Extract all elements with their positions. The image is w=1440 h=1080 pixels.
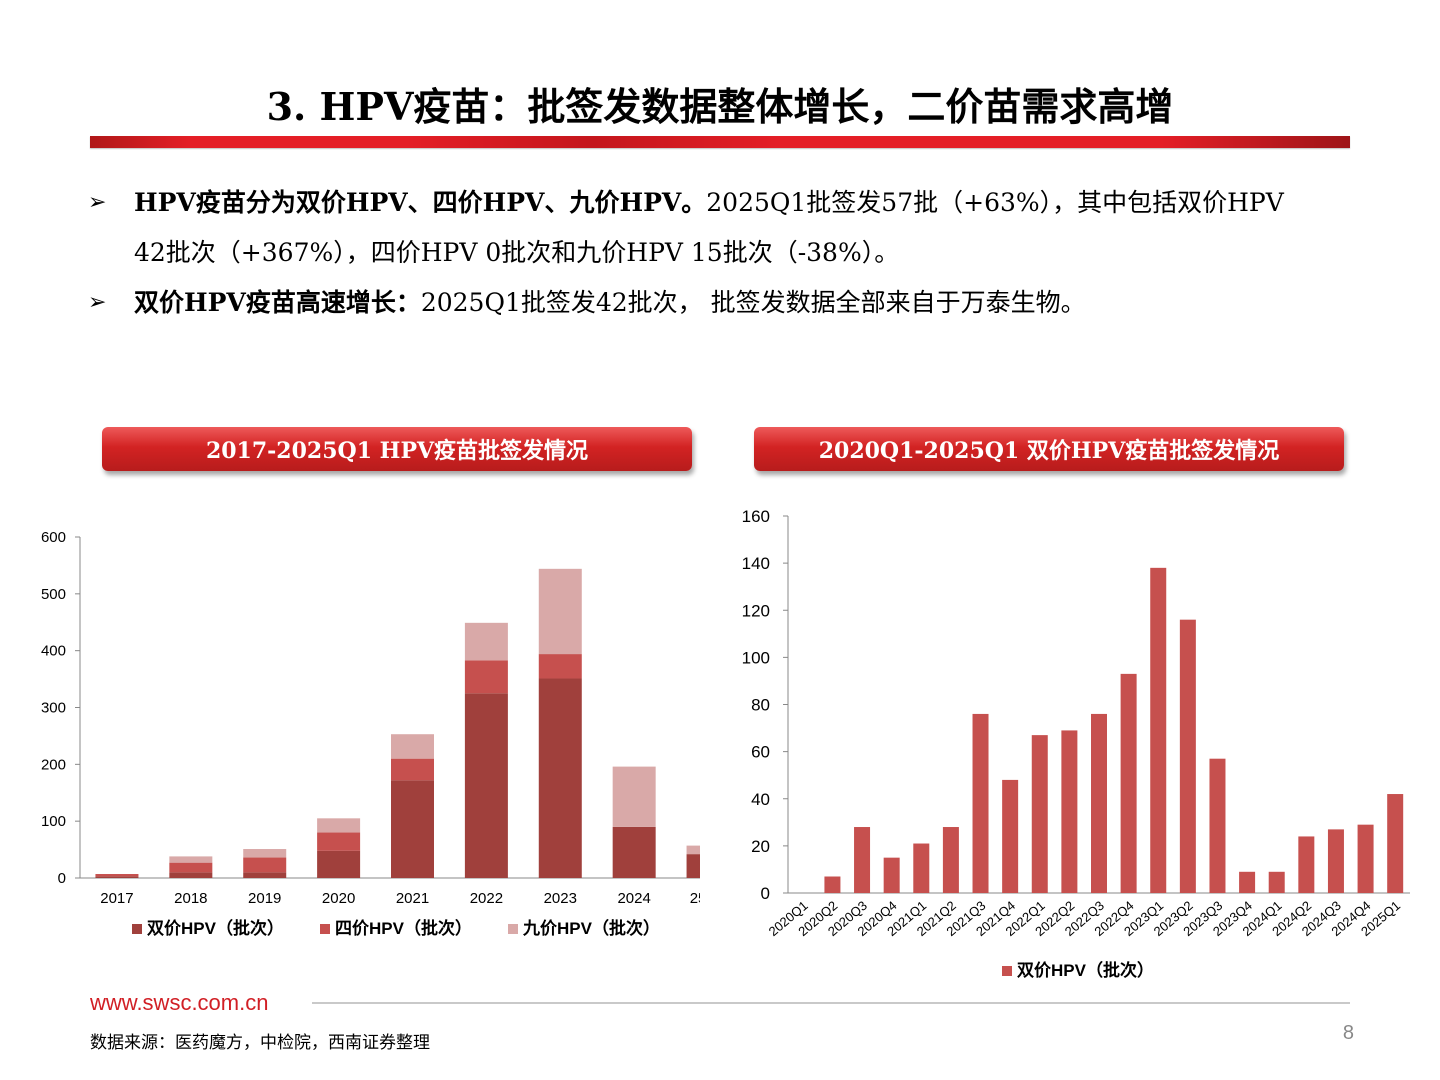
legend-label: 四价HPV（批次） — [335, 918, 472, 938]
x-tick-label: 25Q1 — [690, 890, 700, 907]
y-tick-label: 140 — [742, 554, 770, 573]
legend-swatch — [320, 924, 330, 934]
y-tick-label: 120 — [742, 601, 770, 620]
bar — [1002, 779, 1019, 893]
bar — [883, 857, 900, 893]
y-tick-label: 100 — [742, 648, 770, 667]
bar — [1061, 730, 1078, 893]
bar-segment — [464, 693, 508, 878]
bullet-bold-text: HPV疫苗分为双价HPV、四价HPV、九价HPV。 — [134, 188, 707, 217]
y-tick-label: 300 — [41, 700, 66, 717]
y-tick-label: 200 — [41, 756, 66, 773]
y-tick-label: 60 — [751, 743, 770, 762]
legend-swatch — [1002, 966, 1012, 976]
bar-segment — [317, 832, 361, 851]
x-tick-label: 2017 — [100, 890, 133, 907]
bar-segment — [391, 734, 434, 759]
bullet-text: 2025Q1批签发42批次， 批签发数据全部来自于万泰生物。 — [420, 288, 1086, 317]
bar — [824, 876, 841, 893]
bar-segment — [464, 660, 508, 694]
legend-label: 双价HPV（批次） — [147, 918, 284, 938]
bar — [1091, 713, 1107, 893]
chart1-header: 2017-2025Q1 HPV疫苗批签发情况 — [102, 427, 692, 471]
y-tick-label: 400 — [41, 643, 66, 660]
bullet-item: ➢ 双价HPV疫苗高速增长：2025Q1批签发42批次， 批签发数据全部来自于万… — [88, 278, 1368, 328]
y-tick-label: 0 — [58, 870, 66, 887]
bar — [1209, 758, 1226, 893]
arrow-bullet-icon: ➢ — [88, 190, 107, 215]
bar-segment — [317, 818, 361, 833]
data-source: 数据来源：医药魔方，中检院，西南证券整理 — [90, 1033, 430, 1053]
bar — [942, 827, 959, 893]
stacked-bar-chart: 0 100 200 300 400 500 600 2017 2018 2019 2020 2021 2… — [41, 529, 700, 938]
bar-segment — [243, 849, 287, 858]
bar-segment — [243, 857, 287, 873]
bullet-list: ➢ HPV疫苗分为双价HPV、四价HPV、九价HPV。2025Q1批签发57批（… — [88, 178, 1368, 328]
bar-segment — [538, 678, 582, 878]
bar-segment — [169, 872, 213, 878]
bar-segment — [391, 780, 434, 878]
bar-segment — [612, 766, 656, 827]
bar-segment — [538, 654, 582, 679]
bar — [1327, 829, 1344, 893]
bar — [1268, 871, 1285, 893]
bar — [1357, 824, 1374, 893]
bar-segment — [464, 622, 508, 661]
legend-label: 九价HPV（批次） — [522, 918, 660, 938]
bar-segment — [169, 862, 213, 873]
bar-segment — [538, 568, 582, 655]
bar-segment — [243, 872, 287, 878]
x-tick-label: 2018 — [174, 890, 207, 907]
bar-segment — [95, 874, 139, 877]
y-tick-label: 500 — [41, 586, 66, 603]
y-tick-label: 160 — [742, 507, 770, 526]
y-tick-label: 20 — [751, 837, 770, 856]
page-title: 3. HPV疫苗：批签发数据整体增长，二价苗需求高增 — [266, 84, 1174, 129]
bar-segment — [169, 856, 213, 863]
footer-url[interactable]: www.swsc.com.cn — [90, 990, 269, 1015]
bar-segment — [391, 758, 434, 781]
bar — [1387, 794, 1404, 893]
legend-swatch — [508, 924, 518, 934]
x-tick-label: 2019 — [248, 890, 281, 907]
bar-segment — [612, 826, 656, 878]
bar — [1298, 836, 1315, 893]
bar-segment — [317, 850, 361, 878]
title-underline-bar — [90, 136, 1350, 148]
legend-swatch — [132, 924, 142, 934]
legend-label: 双价HPV（批次） — [1017, 960, 1154, 980]
chart2-header: 2020Q1-2025Q1 双价HPV疫苗批签发情况 — [754, 427, 1344, 471]
footer-divider — [312, 1002, 1350, 1004]
bullet-text-continued: 42批次（+367%），四价HPV 0批次和九价HPV 15批次（-38%）。 — [134, 238, 900, 267]
y-tick-label: 600 — [41, 529, 66, 546]
bar — [1120, 673, 1137, 893]
bar — [972, 713, 989, 893]
x-tick-label: 2021 — [396, 890, 429, 907]
bar — [854, 827, 871, 893]
bar — [1150, 567, 1167, 893]
bar-segment — [95, 876, 139, 878]
bullet-item: ➢ HPV疫苗分为双价HPV、四价HPV、九价HPV。2025Q1批签发57批（… — [88, 178, 1368, 278]
bullet-bold-text: 双价HPV疫苗高速增长： — [134, 288, 421, 317]
x-tick-label: 2020 — [322, 890, 355, 907]
bar — [1179, 619, 1196, 893]
y-tick-label: 80 — [751, 696, 770, 715]
x-tick-label: 2022 — [470, 890, 503, 907]
y-tick-label: 0 — [761, 884, 770, 903]
quarterly-bar-chart: 0204060801001201401602020Q12020Q22020Q32… — [742, 507, 1410, 980]
page-number: 8 — [1342, 1022, 1354, 1044]
bullet-text: 2025Q1批签发57批（+63%），其中包括双价HPV — [706, 188, 1284, 217]
x-tick-label: 2024 — [617, 890, 650, 907]
bar — [1239, 871, 1256, 893]
y-tick-label: 40 — [751, 790, 770, 809]
y-tick-label: 100 — [41, 813, 66, 830]
bar — [913, 843, 930, 893]
arrow-bullet-icon: ➢ — [88, 290, 107, 315]
bar-segment — [686, 854, 700, 878]
x-tick-label: 2023 — [544, 890, 577, 907]
bar-segment — [686, 845, 700, 855]
bar — [1031, 735, 1048, 893]
